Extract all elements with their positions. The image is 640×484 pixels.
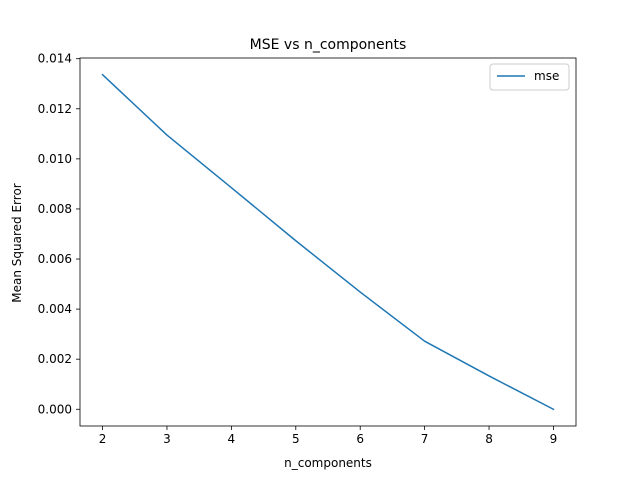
- y-tick-label: 0.006: [38, 252, 72, 266]
- x-tick-label: 4: [228, 432, 236, 446]
- data-point: [231, 187, 233, 189]
- legend: mse: [489, 63, 570, 91]
- x-tick-label: 6: [356, 432, 364, 446]
- x-tick-label: 7: [421, 432, 429, 446]
- x-tick-label: 5: [292, 432, 300, 446]
- data-point: [553, 408, 555, 410]
- plot-area: 2 3 4 5 6 7 8 9 0.000 0.002 0.004 0.006 0.008 0.010 0.…: [38, 52, 577, 446]
- x-tick-label: 8: [485, 432, 493, 446]
- x-axis-label: n_components: [284, 456, 372, 470]
- y-tick-label: 0.012: [38, 102, 72, 116]
- y-axis-label: Mean Squared Error: [10, 183, 24, 303]
- y-tick-label: 0.000: [38, 402, 72, 416]
- x-tick-label: 3: [163, 432, 171, 446]
- data-point: [488, 375, 490, 377]
- y-tick-label: 0.008: [38, 202, 72, 216]
- data-point: [295, 240, 297, 242]
- series-line-mse: [101, 73, 555, 411]
- legend-box: [489, 63, 570, 91]
- x-tick-label: 9: [550, 432, 558, 446]
- y-tick-label: 0.014: [38, 52, 72, 66]
- x-tick-label: 2: [99, 432, 107, 446]
- y-tick-label: 0.010: [38, 152, 72, 166]
- data-point: [359, 291, 361, 293]
- y-tick-label: 0.004: [38, 302, 72, 316]
- data-point: [166, 134, 168, 136]
- chart-title: MSE vs n_components: [250, 37, 407, 53]
- y-tick-label: 0.002: [38, 352, 72, 366]
- legend-label-mse: mse: [534, 69, 559, 83]
- data-point: [424, 340, 426, 342]
- data-point: [102, 74, 104, 76]
- axes-frame: [79, 57, 577, 427]
